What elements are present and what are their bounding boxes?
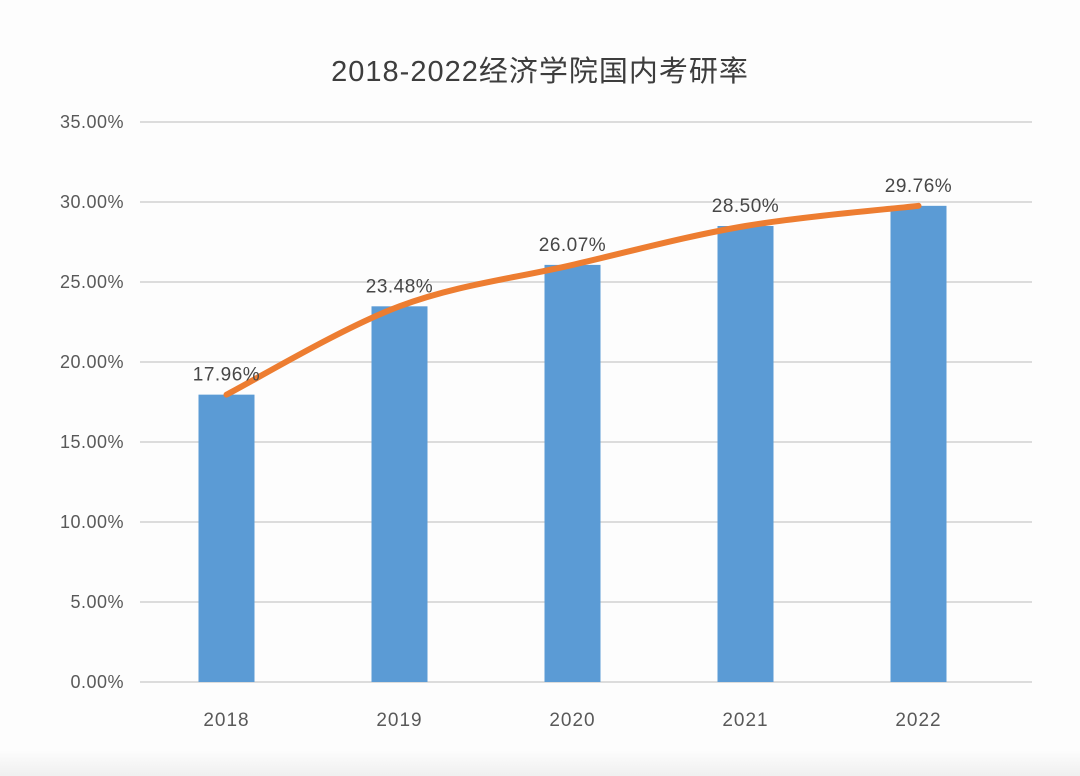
x-axis-label-2022: 2022 <box>895 710 941 731</box>
y-axis-tick-label: 0.00% <box>70 672 124 692</box>
x-axis-label-2020: 2020 <box>549 710 595 731</box>
bar-2018[interactable] <box>198 394 255 682</box>
trend-line[interactable] <box>223 202 922 398</box>
data-label-2022: 29.76% <box>885 176 952 197</box>
x-axis-label-2019: 2019 <box>376 710 422 731</box>
y-axis-tick-label: 25.00% <box>60 272 124 292</box>
chart-title: 2018-2022经济学院国内考研率 <box>331 56 749 88</box>
bar-2019[interactable] <box>371 306 428 682</box>
bar-2021[interactable] <box>717 226 774 682</box>
y-axis-tick-label: 5.00% <box>70 592 124 612</box>
x-axis-label-2018: 2018 <box>203 710 249 731</box>
bar-2022[interactable] <box>890 205 947 682</box>
data-label-2019: 23.48% <box>366 276 433 297</box>
x-axis-label-2021: 2021 <box>722 710 768 731</box>
bar-2020[interactable] <box>544 264 601 682</box>
y-axis-tick-label: 15.00% <box>60 432 124 452</box>
data-label-2021: 28.50% <box>712 196 779 217</box>
y-axis-tick-label: 35.00% <box>60 112 124 132</box>
data-label-2018: 17.96% <box>193 365 260 386</box>
y-axis-tick-label: 30.00% <box>60 192 124 212</box>
data-label-2020: 26.07% <box>539 235 606 256</box>
y-axis-tick-label: 10.00% <box>60 512 124 532</box>
y-axis-tick-label: 20.00% <box>60 352 124 372</box>
